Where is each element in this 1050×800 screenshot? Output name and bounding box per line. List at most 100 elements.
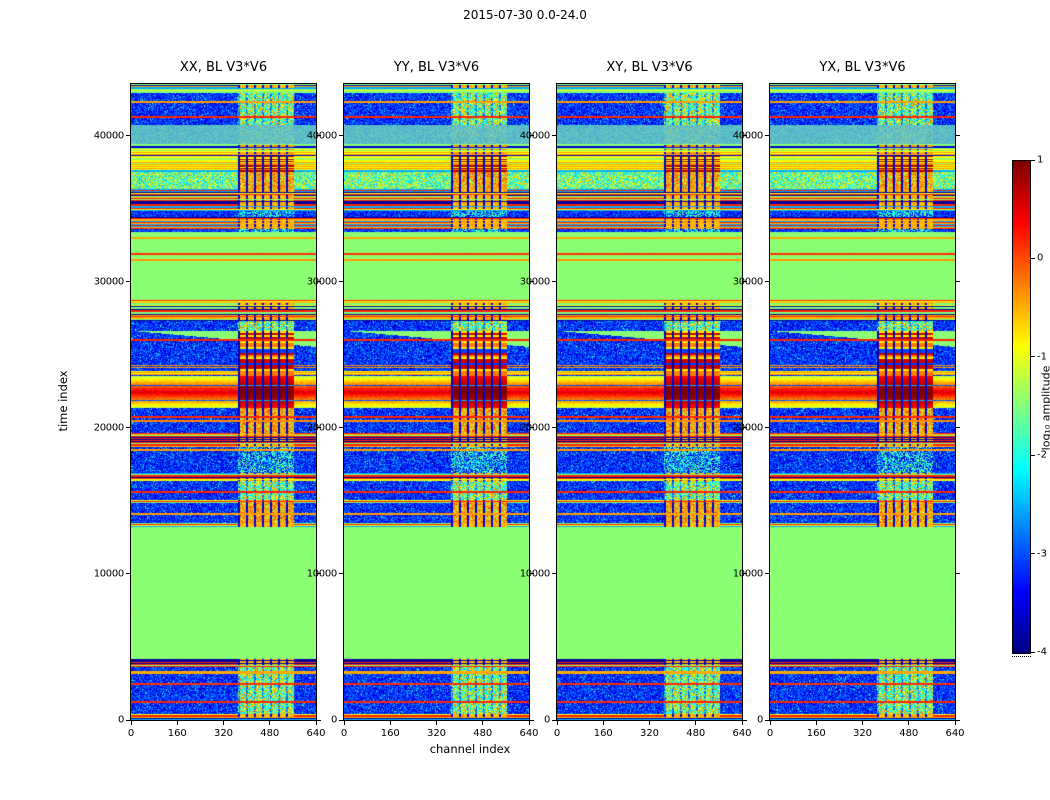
- x-tick-label: 320: [639, 728, 660, 739]
- y-tick-label: 40000: [519, 130, 551, 142]
- y-tick-mark: [765, 719, 769, 721]
- y-tick-mark: [126, 573, 130, 575]
- y-tick-mark: [530, 719, 534, 721]
- heatmap-canvas-xx: [131, 84, 316, 720]
- y-tick-label: 40000: [732, 130, 764, 142]
- y-tick-mark: [317, 427, 321, 429]
- y-tick-mark: [743, 281, 747, 283]
- colorbar-tick-mark: [1031, 454, 1035, 456]
- x-tick-mark: [769, 721, 771, 725]
- y-tick-mark: [339, 719, 343, 721]
- colorbar-tick-mark: [1031, 159, 1035, 161]
- colorbar-tick-label: 1: [1037, 154, 1044, 166]
- y-tick-mark: [743, 427, 747, 429]
- panel-title-yy: YY, BL V3*V6: [393, 60, 480, 75]
- y-tick-label: 30000: [93, 276, 125, 288]
- x-tick-mark: [343, 721, 345, 725]
- y-tick-mark: [530, 135, 534, 137]
- figure-title: 2015-07-30 0.0-24.0: [463, 8, 587, 22]
- y-tick-mark: [552, 281, 556, 283]
- x-tick-mark: [482, 721, 484, 725]
- heatmap-canvas-yx: [770, 84, 955, 720]
- y-tick-label: 0: [543, 714, 550, 726]
- x-tick-label: 480: [260, 728, 280, 739]
- y-tick-mark: [765, 135, 769, 137]
- x-tick-label: 480: [899, 728, 919, 739]
- x-tick-label: 320: [852, 728, 873, 739]
- x-tick-label: 480: [473, 728, 493, 739]
- colorbar-tick-mark: [1031, 257, 1035, 259]
- y-tick-mark: [339, 135, 343, 137]
- y-tick-mark: [552, 427, 556, 429]
- x-tick-label: 640: [519, 728, 539, 739]
- x-tick-mark: [954, 721, 956, 725]
- y-tick-label: 20000: [519, 422, 551, 434]
- x-tick-label: 640: [306, 728, 326, 739]
- y-tick-label: 10000: [519, 568, 551, 580]
- y-axis-label: time index: [56, 370, 70, 432]
- y-tick-mark: [743, 719, 747, 721]
- y-tick-label: 20000: [306, 422, 338, 434]
- x-tick-mark: [741, 721, 743, 725]
- colorbar-extend-dots: [1012, 656, 1031, 657]
- colorbar-tick-mark: [1031, 356, 1035, 358]
- y-tick-mark: [743, 135, 747, 137]
- x-tick-mark: [436, 721, 437, 725]
- x-tick-label: 640: [945, 728, 965, 739]
- y-tick-mark: [126, 281, 130, 283]
- panel-title-xx: XX, BL V3*V6: [179, 60, 268, 75]
- y-tick-label: 30000: [519, 276, 551, 288]
- y-tick-mark: [317, 135, 321, 137]
- x-tick-label: 160: [593, 728, 613, 739]
- x-tick-label: 0: [340, 728, 348, 739]
- y-tick-label: 0: [330, 714, 337, 726]
- panel-title-yx: YX, BL V3*V6: [819, 60, 906, 75]
- x-tick-mark: [315, 721, 317, 725]
- colorbar-tick-label: -1: [1037, 351, 1047, 363]
- colorbar-tick-label: 0: [1037, 252, 1044, 264]
- y-tick-mark: [339, 427, 343, 429]
- x-tick-mark: [556, 721, 558, 725]
- x-axis-label: channel index: [429, 742, 511, 756]
- y-tick-mark: [530, 281, 534, 283]
- y-tick-mark: [956, 281, 960, 283]
- panel-xy: XY, BL V3*V6 0 10000 20000 30000 40000 0 160 32…: [520, 60, 752, 739]
- x-tick-mark: [602, 721, 604, 725]
- y-tick-mark: [339, 281, 343, 283]
- y-tick-label: 10000: [306, 568, 338, 580]
- x-tick-mark: [528, 721, 530, 725]
- y-tick-label: 40000: [93, 130, 125, 142]
- x-tick-mark: [223, 721, 224, 725]
- panel-title-xy: XY, BL V3*V6: [606, 60, 693, 75]
- x-tick-mark: [815, 721, 817, 725]
- y-tick-mark: [956, 427, 960, 429]
- x-tick-label: 320: [213, 728, 234, 739]
- y-tick-mark: [765, 427, 769, 429]
- colorbar-tick-mark: [1031, 553, 1035, 555]
- y-tick-label: 10000: [732, 568, 764, 580]
- x-tick-label: 0: [766, 728, 774, 739]
- colorbar-tick-label: -3: [1037, 548, 1047, 560]
- y-tick-mark: [126, 135, 130, 137]
- y-tick-mark: [317, 573, 321, 575]
- colorbar-tick-label: -2: [1037, 449, 1047, 461]
- y-tick-label: 20000: [732, 422, 764, 434]
- y-tick-label: 30000: [306, 276, 338, 288]
- colorbar-tick-mark: [1031, 651, 1035, 653]
- y-tick-mark: [530, 573, 534, 575]
- x-tick-mark: [176, 721, 178, 725]
- y-tick-label: 0: [117, 714, 124, 726]
- y-tick-label: 40000: [306, 130, 338, 142]
- x-tick-label: 160: [380, 728, 400, 739]
- panel-yy: YY, BL V3*V6 0 10000 20000 30000 40000 0 160 32…: [307, 60, 539, 739]
- y-tick-mark: [552, 573, 556, 575]
- y-tick-mark: [743, 573, 747, 575]
- y-tick-label: 30000: [732, 276, 764, 288]
- y-tick-mark: [339, 573, 343, 575]
- y-tick-mark: [317, 281, 321, 283]
- x-tick-label: 160: [806, 728, 826, 739]
- panel-yx: YX, BL V3*V6 0 10000 20000 30000 40000 0 160 32…: [733, 60, 965, 739]
- x-tick-mark: [908, 721, 910, 725]
- y-tick-mark: [956, 135, 960, 137]
